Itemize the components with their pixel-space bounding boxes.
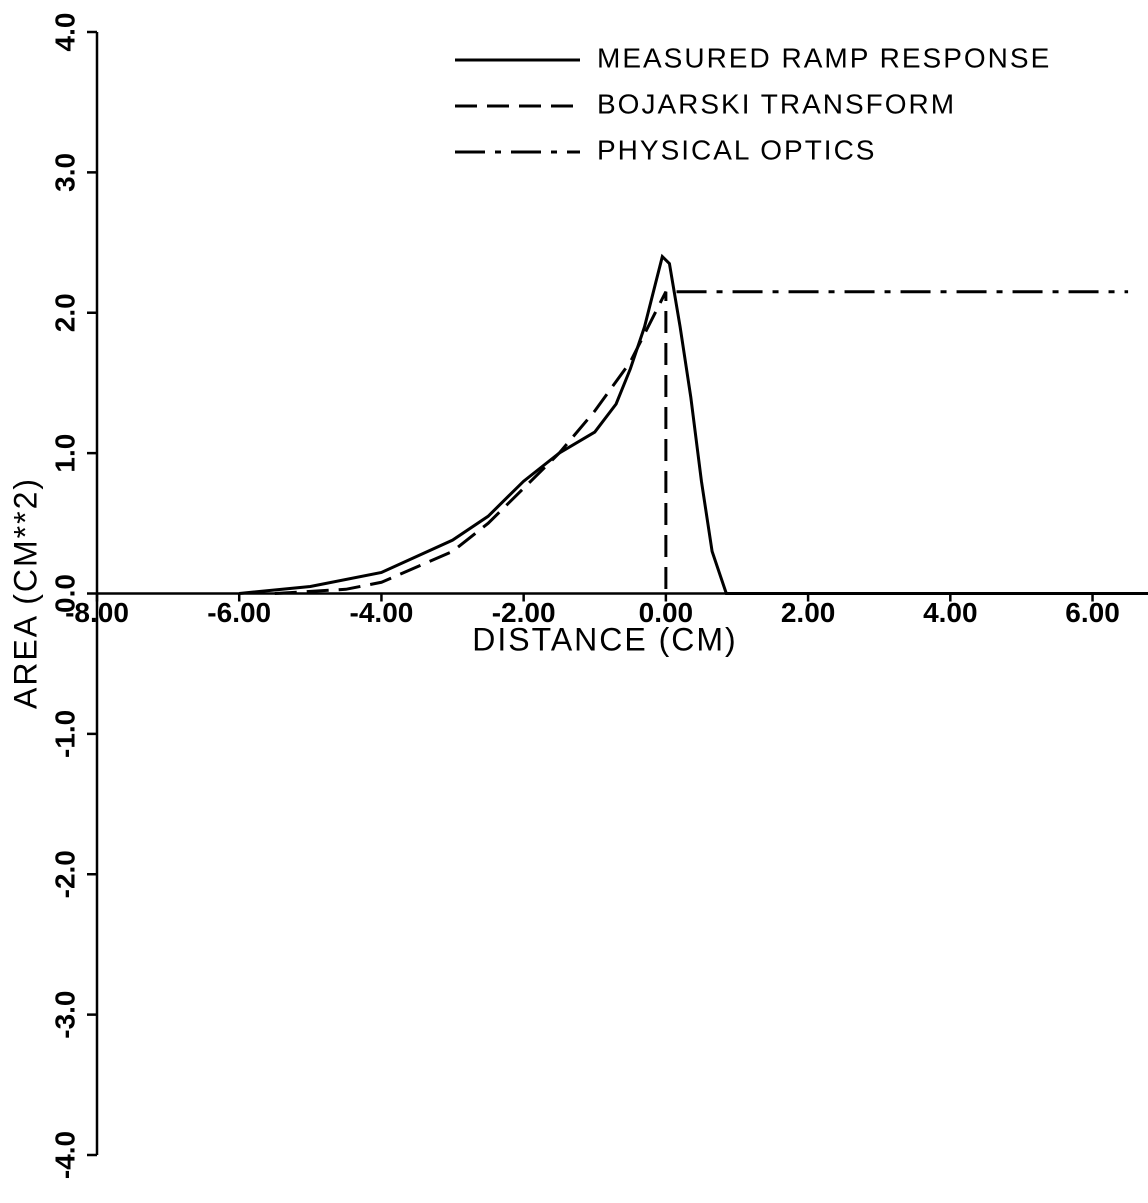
x-tick-label: -8.00: [65, 597, 129, 628]
y-tick-label: -1.0: [49, 710, 80, 758]
y-tick-label: 4.0: [49, 13, 80, 52]
y-tick-label: -4.0: [49, 1131, 80, 1179]
y-tick-label: 1.0: [49, 434, 80, 473]
y-tick-label: -3.0: [49, 991, 80, 1039]
legend-label: PHYSICAL OPTICS: [597, 134, 876, 165]
x-axis-label: DISTANCE (CM): [472, 621, 737, 657]
x-tick-label: 4.00: [923, 597, 978, 628]
x-tick-label: -6.00: [207, 597, 271, 628]
y-axis-label: AREA (CM**2): [7, 477, 43, 709]
legend-label: BOJARSKI TRANSFORM: [597, 88, 956, 119]
y-tick-label: 3.0: [49, 153, 80, 192]
y-tick-label: 2.0: [49, 293, 80, 332]
x-tick-label: 2.00: [781, 597, 836, 628]
x-tick-label: 6.00: [1065, 597, 1120, 628]
data-line: [239, 253, 1148, 595]
x-tick-label: 0.00: [639, 597, 694, 628]
legend-label: MEASURED RAMP RESPONSE: [597, 42, 1051, 73]
data-line: [274, 291, 668, 595]
x-tick-label: -4.00: [350, 597, 414, 628]
y-tick-label: -2.0: [49, 850, 80, 898]
y-tick-label: 0.0: [49, 574, 80, 613]
x-tick-label: -2.00: [492, 597, 556, 628]
